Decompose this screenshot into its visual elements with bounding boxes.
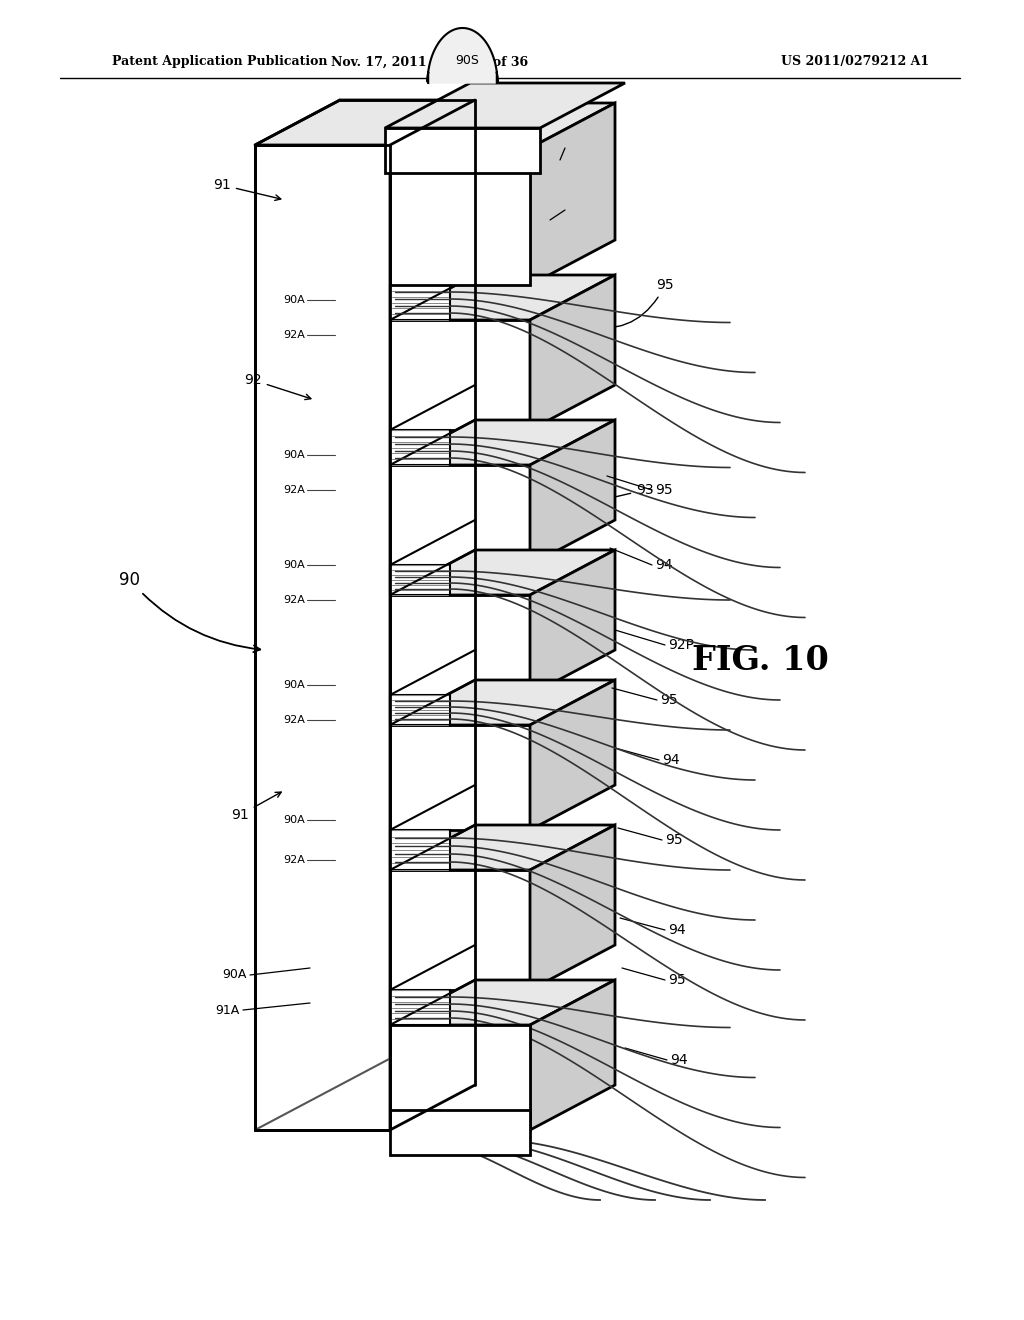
- Polygon shape: [530, 825, 615, 990]
- Polygon shape: [390, 830, 450, 870]
- Text: 91A: 91A: [216, 1003, 240, 1016]
- Text: 91P: 91P: [438, 1084, 462, 1097]
- Text: 90A: 90A: [222, 969, 247, 982]
- Text: 95: 95: [665, 833, 683, 847]
- Text: 91A: 91A: [568, 203, 592, 216]
- Polygon shape: [390, 725, 530, 830]
- Polygon shape: [390, 275, 615, 319]
- Polygon shape: [390, 465, 530, 565]
- Text: 94: 94: [655, 558, 673, 572]
- Polygon shape: [390, 430, 450, 465]
- Text: 91: 91: [231, 792, 282, 822]
- Text: 92P: 92P: [668, 638, 694, 652]
- Polygon shape: [530, 275, 615, 430]
- Text: US 2011/0279212 A1: US 2011/0279212 A1: [781, 55, 929, 69]
- Polygon shape: [385, 128, 540, 173]
- Polygon shape: [385, 83, 625, 128]
- Text: 92A: 92A: [283, 595, 305, 605]
- Polygon shape: [530, 420, 615, 565]
- Polygon shape: [390, 595, 530, 696]
- Text: 95: 95: [655, 483, 673, 498]
- Text: 90S: 90S: [456, 54, 479, 67]
- Text: 93: 93: [585, 483, 653, 506]
- Text: 94: 94: [670, 1053, 688, 1067]
- Text: 90A: 90A: [284, 814, 305, 825]
- Text: FIG. 10: FIG. 10: [691, 644, 828, 676]
- Text: Nov. 17, 2011  Sheet 7 of 36: Nov. 17, 2011 Sheet 7 of 36: [332, 55, 528, 69]
- Text: 92A: 92A: [283, 715, 305, 725]
- Polygon shape: [390, 1026, 530, 1130]
- Polygon shape: [390, 870, 530, 990]
- Polygon shape: [390, 565, 450, 595]
- Text: 91: 91: [213, 178, 281, 201]
- Text: 95: 95: [660, 693, 678, 708]
- Polygon shape: [255, 100, 475, 145]
- Text: 92: 92: [244, 374, 311, 400]
- Polygon shape: [390, 1026, 530, 1130]
- Text: 94: 94: [668, 923, 686, 937]
- Polygon shape: [390, 979, 615, 1026]
- Polygon shape: [390, 148, 530, 285]
- Polygon shape: [390, 319, 530, 430]
- Text: Patent Application Publication: Patent Application Publication: [112, 55, 328, 69]
- Polygon shape: [390, 825, 615, 870]
- Text: 94: 94: [662, 752, 680, 767]
- Text: 91P: 91P: [568, 141, 592, 154]
- Text: 90A: 90A: [284, 294, 305, 305]
- Polygon shape: [427, 28, 498, 83]
- Polygon shape: [390, 696, 450, 725]
- Text: 90: 90: [120, 572, 260, 652]
- Polygon shape: [390, 103, 615, 148]
- Polygon shape: [390, 680, 615, 725]
- Text: 92A: 92A: [283, 855, 305, 865]
- Text: 95: 95: [668, 973, 686, 987]
- Text: 90A: 90A: [284, 680, 305, 690]
- Polygon shape: [530, 979, 615, 1130]
- Polygon shape: [390, 285, 450, 319]
- Text: 90A: 90A: [284, 450, 305, 459]
- Polygon shape: [390, 100, 475, 1130]
- Polygon shape: [530, 103, 615, 285]
- Text: 90A: 90A: [284, 560, 305, 570]
- Polygon shape: [390, 550, 615, 595]
- Polygon shape: [390, 420, 615, 465]
- Text: 95: 95: [585, 279, 674, 330]
- Polygon shape: [390, 1110, 530, 1155]
- Polygon shape: [255, 145, 390, 1130]
- Polygon shape: [530, 680, 615, 830]
- Polygon shape: [530, 550, 615, 696]
- Polygon shape: [390, 148, 530, 285]
- Text: 92A: 92A: [283, 330, 305, 341]
- Polygon shape: [390, 990, 450, 1026]
- Text: 92A: 92A: [283, 484, 305, 495]
